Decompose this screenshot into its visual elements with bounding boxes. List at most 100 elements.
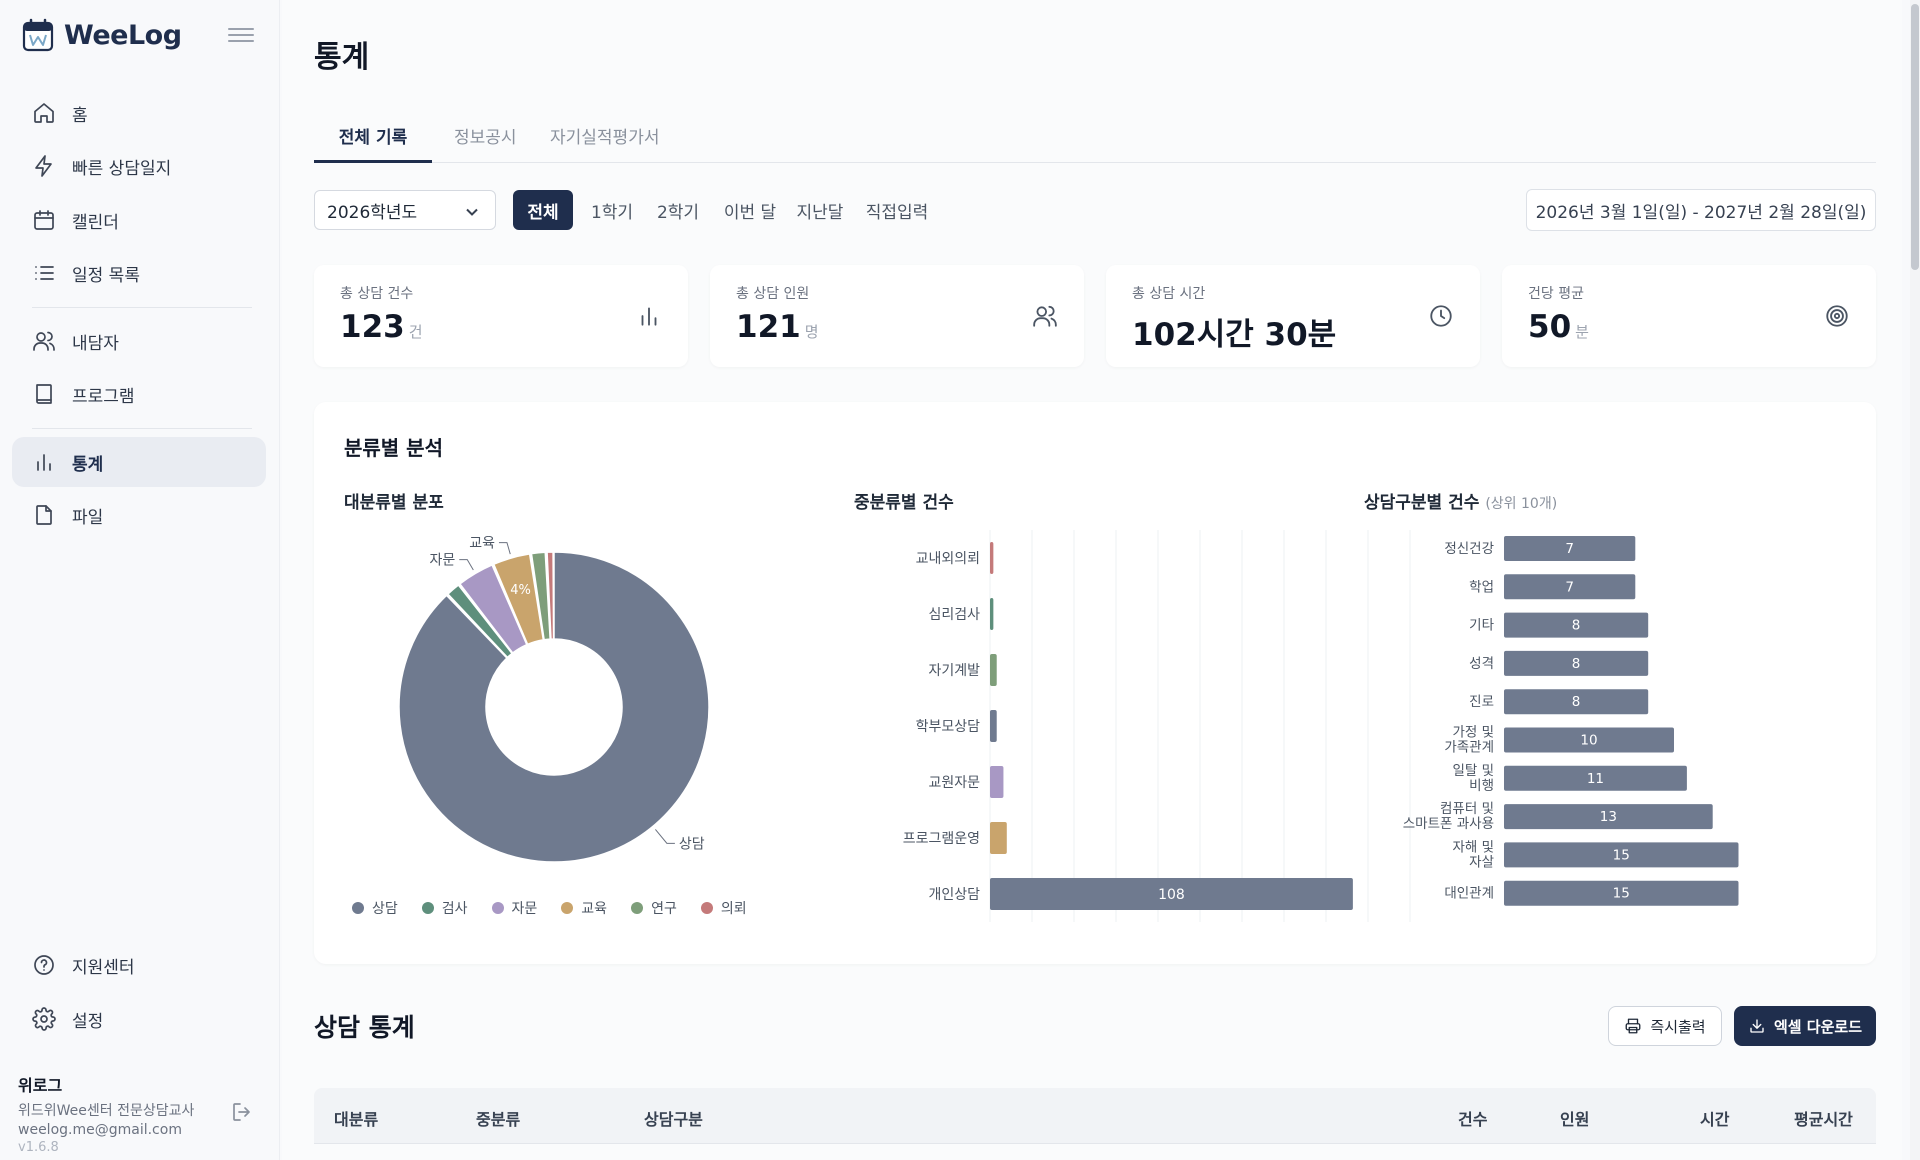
legend-label: 상담 — [372, 901, 398, 917]
bar-value-label: 10 — [1580, 733, 1597, 749]
legend-label: 의뢰 — [720, 901, 747, 917]
excel-download-button[interactable]: 엑셀 다운로드 — [1734, 1006, 1876, 1046]
bar-category-label: 정신건강 — [1444, 541, 1494, 557]
legend-dot — [421, 902, 434, 914]
donut-callout-label: 자문 — [429, 553, 455, 569]
legend-dot — [700, 902, 713, 914]
year-select[interactable]: 2026학년도 — [314, 190, 496, 230]
bar-category-label: 가족관계 — [1444, 740, 1494, 756]
nav-item-calendar[interactable]: 캘린더 — [12, 195, 266, 245]
date-range-picker[interactable]: 2026년 3월 1일(일) - 2027년 2월 28일(일) — [1526, 189, 1876, 231]
nav-item-support[interactable]: 지원센터 — [12, 940, 266, 990]
users-icon — [1032, 303, 1058, 329]
scrollbar-thumb[interactable] — [1911, 4, 1919, 270]
download-icon — [1750, 1019, 1764, 1033]
calendar-icon — [34, 210, 54, 230]
bar-chart-icon — [37, 454, 51, 471]
column-header[interactable]: 상담구분 — [644, 1110, 703, 1129]
bar-value-label: 108 — [1158, 887, 1185, 903]
hamburger-menu-icon[interactable] — [228, 24, 254, 46]
stat-value: 121 명 — [736, 309, 819, 345]
column-header[interactable]: 인원 — [1560, 1110, 1590, 1129]
nav-label: 파일 — [72, 507, 104, 528]
tab-all-records[interactable]: 전체 기록 — [314, 123, 432, 163]
legend-label: 검사 — [441, 901, 468, 917]
bar-category-label: 교내외의뢰 — [916, 551, 980, 567]
legend-item[interactable]: 자문 — [491, 898, 537, 918]
nav-label: 일정 목록 — [72, 265, 140, 286]
user-name: 위로그 — [18, 1076, 63, 1095]
period-semester-1[interactable]: 1학기 — [590, 202, 634, 223]
app-logo[interactable]: WeeLog — [22, 18, 182, 52]
period-semester-2[interactable]: 2학기 — [656, 202, 700, 223]
column-header[interactable]: 평균시간 — [1794, 1110, 1853, 1129]
file-icon — [36, 505, 52, 525]
column-header[interactable]: 대분류 — [334, 1110, 379, 1129]
gear-icon — [32, 1007, 56, 1031]
analysis-title: 분류별 분석 — [344, 436, 443, 460]
bar-정신건강 — [1504, 536, 1636, 561]
legend-item[interactable]: 검사 — [421, 898, 468, 918]
bar-학부모상담 — [990, 710, 997, 742]
scrollbar-track[interactable] — [1910, 0, 1920, 1160]
legend-item[interactable]: 교육 — [561, 898, 607, 918]
nav-item-program[interactable]: 프로그램 — [12, 369, 266, 419]
stat-card-total-sessions: 총 상담 건수 123 건 — [314, 265, 688, 367]
nav-item-home[interactable]: 홈 — [12, 88, 266, 138]
users-icon — [33, 331, 55, 351]
nav-item-clients[interactable]: 내담자 — [12, 316, 266, 366]
legend-item[interactable]: 상담 — [352, 898, 398, 918]
bar-value-label: 8 — [1572, 694, 1581, 710]
year-select-value: 2026학년도 — [327, 202, 418, 223]
period-last-month[interactable]: 지난달 — [796, 202, 844, 223]
logout-icon — [233, 1103, 250, 1121]
bar-일탈 및비행 — [1504, 765, 1687, 791]
bar-교원자문 — [990, 766, 1004, 798]
nav-item-quick-log[interactable]: 빠른 상담일지 — [12, 141, 266, 191]
bar-프로그램운영 — [990, 822, 1007, 854]
bar-value-label: 7 — [1565, 541, 1574, 557]
nav-label: 통계 — [72, 454, 104, 475]
period-this-month[interactable]: 이번 달 — [723, 202, 777, 223]
legend-item[interactable]: 연구 — [631, 898, 677, 918]
bar-category-label: 대인관계 — [1444, 886, 1494, 902]
nav-item-settings[interactable]: 설정 — [12, 994, 266, 1044]
print-button[interactable]: 즉시출력 — [1608, 1006, 1722, 1046]
bar-category-label: 성격 — [1469, 656, 1494, 672]
tab-self-evaluation[interactable]: 자기실적평가서 — [550, 128, 660, 148]
nav-label: 지원센터 — [72, 957, 135, 978]
nav-item-files[interactable]: 파일 — [12, 490, 266, 540]
bar-category-label: 개인상담 — [928, 887, 980, 903]
nav-label: 빠른 상담일지 — [72, 158, 172, 179]
slice-percent-label: 4% — [510, 583, 531, 598]
counsel-type-chart-title: 상담구분별 건수 (상위 10개) — [1364, 493, 1558, 513]
nav-item-schedule-list[interactable]: 일정 목록 — [12, 248, 266, 298]
nav-item-statistics[interactable]: 통계 — [12, 437, 266, 487]
page-title: 통계 — [314, 40, 370, 75]
bar-category-label: 자해 및 — [1452, 839, 1494, 855]
logout-button[interactable] — [230, 1100, 254, 1124]
column-header[interactable]: 건수 — [1458, 1110, 1488, 1129]
donut-slice-상담 — [398, 551, 710, 863]
tab-public-info[interactable]: 정보공시 — [454, 128, 517, 148]
nav-label: 내담자 — [72, 333, 119, 354]
bar-chart-icon — [636, 303, 662, 329]
app-name: WeeLog — [64, 19, 182, 51]
bar-category-label: 프로그램운영 — [903, 831, 980, 847]
period-all[interactable]: 전체 — [513, 190, 573, 230]
legend-label: 교육 — [581, 901, 608, 917]
bar-성격 — [1504, 650, 1649, 676]
user-email: weelog.me@gmail.com — [18, 1122, 182, 1138]
target-icon — [1824, 303, 1850, 329]
column-header[interactable]: 시간 — [1700, 1110, 1730, 1129]
user-role: 위드위Wee센터 전문상담교사 — [18, 1103, 195, 1119]
bar-category-label: 자살 — [1469, 854, 1494, 870]
bar-컴퓨터 및스마트폰 과사용 — [1504, 804, 1713, 830]
main-content: 통계 전체 기록 정보공시 자기실적평가서 2026학년도 전체 1학기 2학기… — [282, 0, 1902, 1160]
bar-category-label: 심리검사 — [928, 607, 980, 623]
nav-divider — [32, 428, 252, 429]
period-custom[interactable]: 직접입력 — [865, 202, 929, 223]
column-header[interactable]: 중분류 — [476, 1110, 521, 1129]
donut-callout-label: 교육 — [469, 536, 495, 552]
legend-item[interactable]: 의뢰 — [700, 898, 747, 918]
